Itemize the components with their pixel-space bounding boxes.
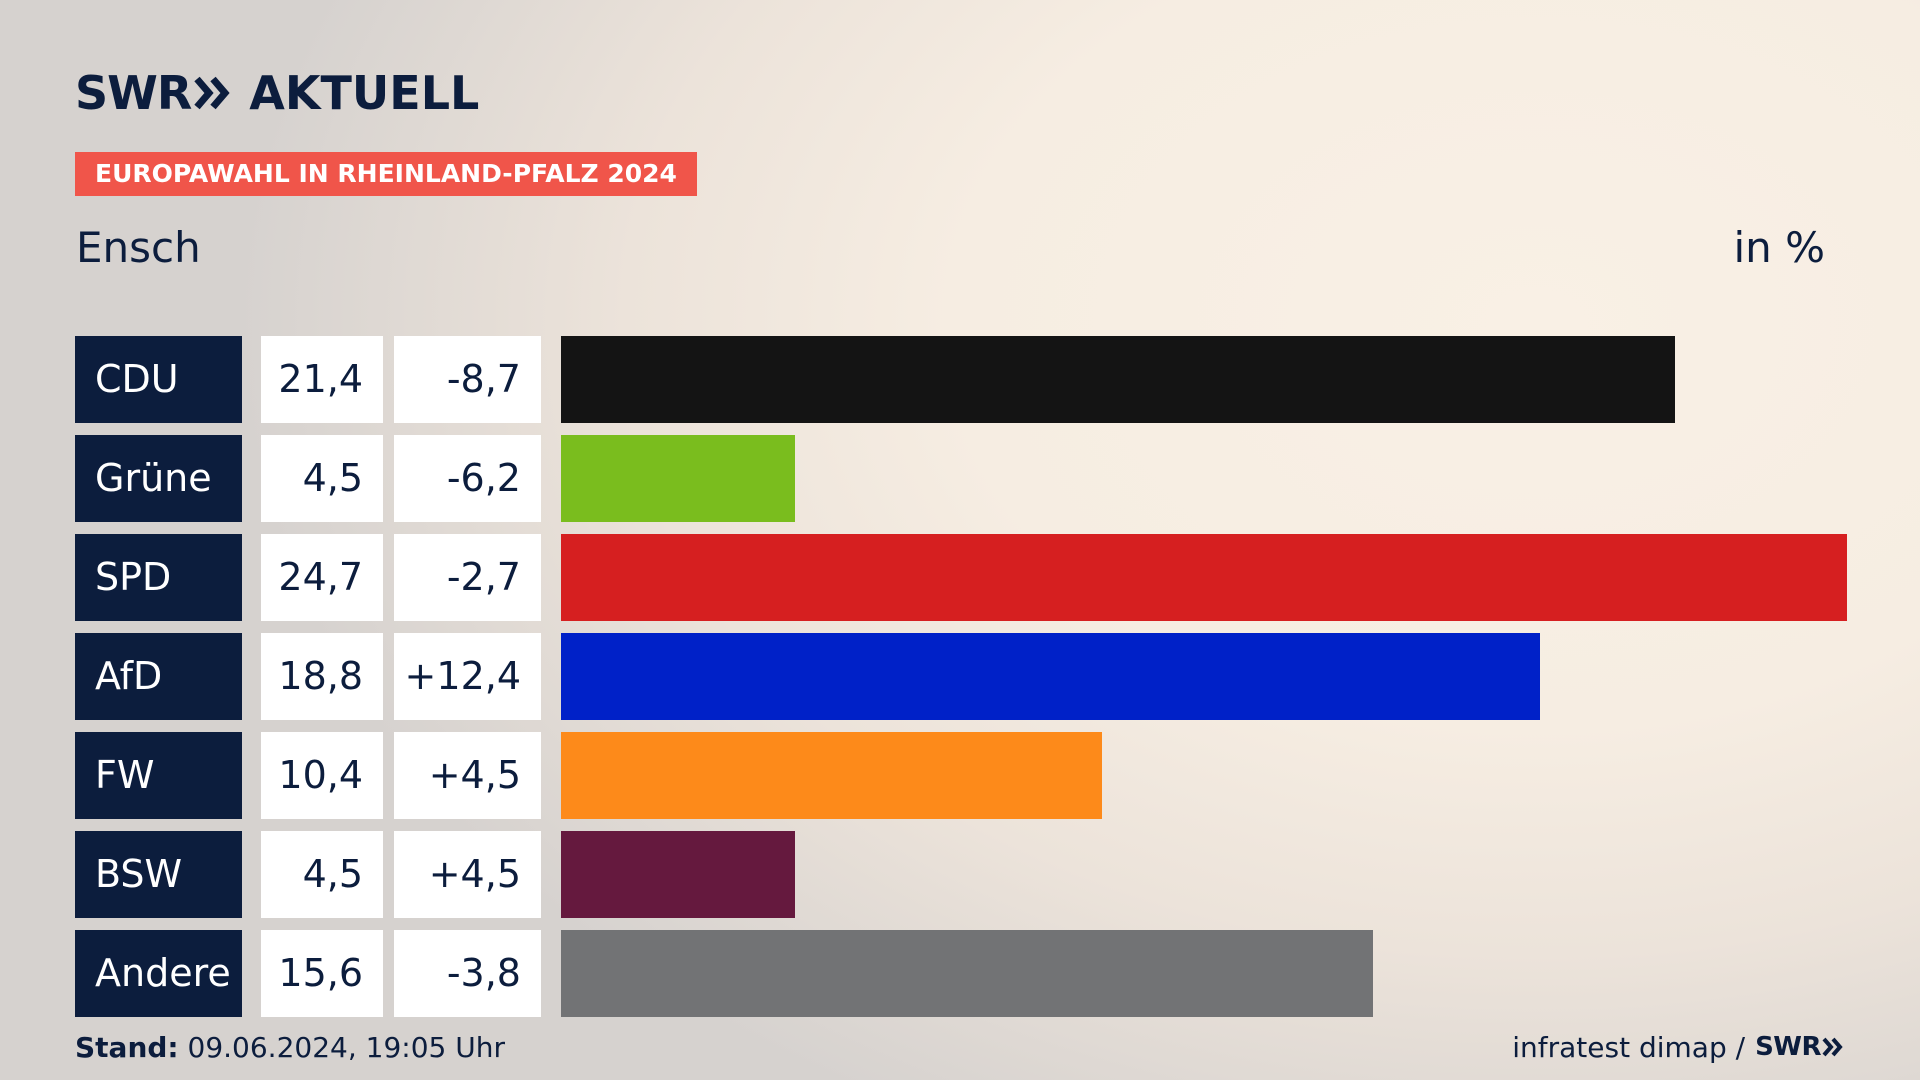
results-chart: CDU 21,4 -8,7 Grüne 4,5 -6,2 SPD 24,7 -2,7 AfD 18,… <box>75 336 1847 1029</box>
result-row: Andere 15,6 -3,8 <box>75 930 1847 1017</box>
double-chevron-icon <box>193 73 233 113</box>
result-bar <box>561 831 795 918</box>
party-label: Andere <box>75 930 242 1017</box>
stand-value: 09.06.2024, 19:05 Uhr <box>178 1031 505 1064</box>
vote-share-value: 18,8 <box>261 633 383 720</box>
party-label: SPD <box>75 534 242 621</box>
result-bar <box>561 732 1102 819</box>
party-label: AfD <box>75 633 242 720</box>
vote-change-value: +12,4 <box>394 633 541 720</box>
vote-share-value: 24,7 <box>261 534 383 621</box>
logo-swr-text: SWR <box>75 66 192 120</box>
vote-share-value: 10,4 <box>261 732 383 819</box>
vote-change-value: +4,5 <box>394 732 541 819</box>
party-label: CDU <box>75 336 242 423</box>
vote-share-value: 4,5 <box>261 831 383 918</box>
vote-share-value: 15,6 <box>261 930 383 1017</box>
unit-label: in % <box>1733 223 1825 272</box>
result-bar <box>561 534 1847 621</box>
result-bar <box>561 336 1675 423</box>
vote-share-value: 21,4 <box>261 336 383 423</box>
result-row: BSW 4,5 +4,5 <box>75 831 1847 918</box>
timestamp: Stand: 09.06.2024, 19:05 Uhr <box>75 1030 505 1066</box>
logo-aktuell-text: AKTUELL <box>249 66 480 120</box>
vote-change-value: -3,8 <box>394 930 541 1017</box>
result-row: FW 10,4 +4,5 <box>75 732 1847 819</box>
result-row: SPD 24,7 -2,7 <box>75 534 1847 621</box>
result-row: AfD 18,8 +12,4 <box>75 633 1847 720</box>
vote-change-value: +4,5 <box>394 831 541 918</box>
party-label: BSW <box>75 831 242 918</box>
result-row: Grüne 4,5 -6,2 <box>75 435 1847 522</box>
election-banner: EUROPAWAHL IN RHEINLAND-PFALZ 2024 <box>75 152 697 196</box>
result-bar <box>561 435 795 522</box>
source-swr-text: SWR <box>1755 1032 1821 1062</box>
source-credit: infratest dimap / SWR <box>1512 1028 1844 1066</box>
result-bar <box>561 633 1540 720</box>
swr-aktuell-logo: SWR AKTUELL <box>75 64 479 122</box>
source-text: infratest dimap / <box>1512 1030 1746 1064</box>
stand-label: Stand: <box>75 1031 179 1064</box>
result-row: CDU 21,4 -8,7 <box>75 336 1847 423</box>
vote-change-value: -8,7 <box>394 336 541 423</box>
vote-share-value: 4,5 <box>261 435 383 522</box>
party-label: Grüne <box>75 435 242 522</box>
result-bar <box>561 930 1373 1017</box>
double-chevron-small-icon <box>1822 1037 1843 1057</box>
vote-change-value: -6,2 <box>394 435 541 522</box>
party-label: FW <box>75 732 242 819</box>
place-title: Ensch <box>76 223 201 272</box>
vote-change-value: -2,7 <box>394 534 541 621</box>
